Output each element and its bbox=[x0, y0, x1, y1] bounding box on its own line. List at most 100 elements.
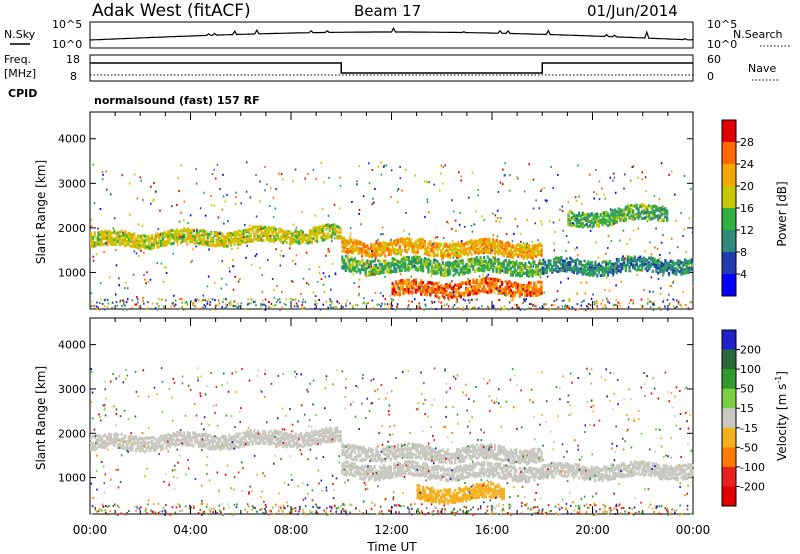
data-cell bbox=[405, 265, 409, 268]
data-cell bbox=[594, 266, 597, 270]
data-cell bbox=[140, 249, 142, 252]
data-cell bbox=[107, 233, 111, 237]
data-cell bbox=[472, 244, 475, 248]
data-cell bbox=[452, 245, 455, 249]
data-cell bbox=[497, 248, 500, 252]
data-cell bbox=[380, 263, 383, 266]
data-cell bbox=[443, 296, 446, 300]
data-cell bbox=[438, 189, 441, 192]
data-cell bbox=[448, 292, 452, 296]
data-cell bbox=[153, 182, 155, 185]
data-cell bbox=[391, 243, 394, 247]
data-cell bbox=[361, 254, 364, 258]
data-cell bbox=[488, 257, 491, 261]
data-cell bbox=[632, 264, 635, 268]
data-cell bbox=[583, 264, 586, 267]
data-cell bbox=[514, 303, 516, 306]
data-cell bbox=[144, 278, 146, 281]
data-cell bbox=[427, 286, 430, 290]
data-cell bbox=[441, 293, 444, 297]
data-cell bbox=[167, 241, 170, 244]
data-cell bbox=[596, 212, 599, 216]
data-cell bbox=[298, 239, 301, 243]
data-cell bbox=[174, 236, 177, 240]
data-cell bbox=[536, 273, 540, 276]
data-cell bbox=[538, 207, 541, 210]
data-cell bbox=[649, 241, 651, 244]
data-cell bbox=[461, 259, 464, 263]
freq-panel-frame bbox=[89, 54, 694, 82]
data-cell bbox=[509, 273, 513, 277]
data-cell bbox=[612, 274, 614, 277]
data-cell bbox=[518, 292, 522, 296]
data-cell bbox=[151, 243, 154, 247]
data-cell bbox=[680, 261, 683, 265]
data-cell bbox=[391, 257, 394, 260]
data-cell bbox=[165, 235, 168, 239]
data-cell bbox=[404, 265, 407, 269]
data-cell bbox=[395, 261, 398, 265]
data-cell bbox=[481, 240, 484, 244]
data-cell bbox=[497, 287, 500, 290]
data-cell bbox=[445, 291, 448, 295]
data-cell bbox=[614, 214, 617, 218]
data-cell bbox=[300, 241, 303, 245]
data-cell bbox=[407, 306, 409, 309]
data-cell bbox=[423, 247, 426, 251]
data-cell bbox=[457, 253, 461, 257]
data-cell bbox=[400, 259, 403, 263]
data-cell bbox=[520, 291, 523, 295]
data-cell bbox=[373, 254, 376, 258]
data-cell bbox=[440, 285, 443, 289]
data-cell bbox=[125, 234, 129, 238]
data-cell bbox=[353, 282, 355, 285]
data-cell bbox=[120, 240, 123, 244]
data-cell bbox=[680, 271, 683, 275]
data-cell bbox=[497, 291, 500, 295]
data-cell bbox=[443, 274, 446, 278]
data-cell bbox=[307, 235, 310, 239]
data-cell bbox=[353, 243, 356, 247]
data-cell bbox=[434, 291, 437, 295]
data-cell bbox=[364, 270, 367, 273]
data-cell bbox=[540, 291, 543, 295]
data-cell bbox=[488, 284, 491, 288]
data-cell bbox=[436, 244, 439, 248]
data-cell bbox=[273, 230, 276, 233]
data-cell bbox=[653, 263, 656, 267]
data-cell bbox=[459, 282, 462, 286]
data-cell bbox=[637, 268, 640, 271]
data-cell bbox=[632, 266, 635, 269]
data-cell bbox=[454, 272, 457, 276]
data-cell bbox=[660, 241, 663, 244]
data-cell bbox=[483, 277, 486, 281]
data-cell bbox=[630, 260, 633, 264]
data-cell bbox=[301, 230, 304, 234]
data-cell bbox=[420, 280, 423, 284]
data-cell bbox=[601, 223, 604, 227]
data-cell bbox=[540, 267, 543, 271]
data-cell bbox=[213, 233, 216, 237]
data-cell bbox=[382, 267, 385, 271]
data-cell bbox=[422, 245, 425, 249]
data-cell bbox=[527, 266, 531, 270]
data-cell bbox=[551, 265, 554, 269]
data-cell bbox=[488, 286, 491, 290]
data-cell bbox=[324, 275, 326, 278]
data-cell bbox=[362, 302, 364, 305]
data-cell bbox=[228, 266, 230, 269]
data-cell bbox=[651, 259, 654, 263]
data-cell bbox=[231, 265, 234, 268]
data-cell bbox=[352, 251, 355, 255]
data-cell bbox=[125, 239, 129, 243]
data-cell bbox=[438, 246, 441, 250]
data-cell bbox=[100, 234, 103, 238]
data-cell bbox=[90, 241, 93, 245]
data-cell bbox=[391, 245, 394, 248]
data-cell bbox=[240, 231, 243, 235]
data-cell bbox=[375, 267, 378, 271]
data-cell bbox=[595, 241, 597, 244]
data-cell bbox=[321, 208, 324, 211]
data-cell bbox=[402, 279, 405, 283]
data-cell bbox=[152, 237, 155, 241]
